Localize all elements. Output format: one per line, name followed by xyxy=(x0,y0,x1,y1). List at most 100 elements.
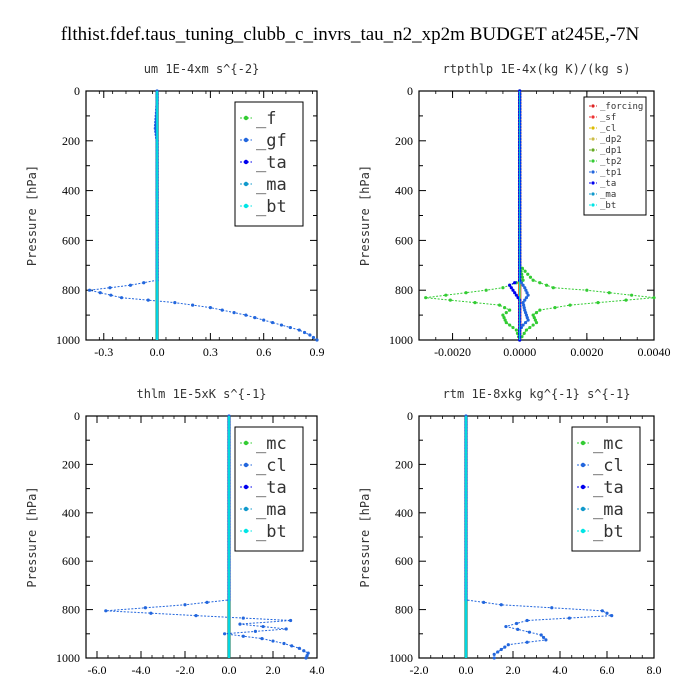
series-point-cl xyxy=(223,632,227,636)
series-point-cl xyxy=(104,609,108,613)
legend-marker-ta xyxy=(591,181,595,185)
y-tick-label: 1000 xyxy=(389,333,413,347)
legend-marker-dp2 xyxy=(591,137,595,141)
series-point-gf xyxy=(191,303,195,307)
series-point-cl xyxy=(261,624,265,629)
series-point-cl xyxy=(525,618,529,623)
series-point-tp2-2 xyxy=(531,323,535,327)
series-point-gf xyxy=(253,315,257,320)
series-point-tp2 xyxy=(501,286,505,290)
x-tick-label: -0.3 xyxy=(94,345,113,359)
series-point-gf xyxy=(220,308,224,312)
legend: _forcing_sf_cl_dp2_dp1_tp2_tp1_ta_ma_bt xyxy=(583,96,647,216)
series-point-tp2 xyxy=(502,315,506,320)
legend-marker-ma xyxy=(580,506,586,512)
series-point-cl xyxy=(305,653,309,658)
y-tick-label: 200 xyxy=(62,134,80,148)
legend-label: _bt xyxy=(256,522,287,542)
series-point-cl xyxy=(550,606,554,610)
series-point-gf xyxy=(244,313,248,317)
series-point-cl xyxy=(527,630,532,634)
series-point-tp2-2 xyxy=(544,283,549,287)
series-point-cl xyxy=(290,644,294,648)
series-point-tp1 xyxy=(524,313,529,317)
legend-label: _cl xyxy=(593,456,624,476)
y-tick-label: 400 xyxy=(62,184,80,198)
legend-label: _bt xyxy=(256,197,287,217)
series-point-tp2 xyxy=(520,275,525,279)
series-point-cl xyxy=(143,606,147,610)
series-point-tp2-2 xyxy=(652,296,656,300)
series-point-gf xyxy=(173,301,177,305)
panel-2: rtpthlp 1E-4x(kg K)/(kg s) Pressure [hPa]… xyxy=(358,62,671,359)
panel-3: thlm 1E-5xK s^{-1} Pressure [hPa] 0 200 400 6… xyxy=(25,387,325,677)
legend-label: _dp2 xyxy=(600,135,622,145)
legend-marker-cl xyxy=(243,462,249,468)
x-tick-label: 0.3 xyxy=(203,345,218,359)
legend-label: _dp1 xyxy=(600,146,622,156)
series-point-cl xyxy=(238,622,242,626)
panel-title: rtm 1E-8xkg kg^{-1} s^{-1} xyxy=(443,387,631,401)
panel-title: rtpthlp 1E-4x(kg K)/(kg s) xyxy=(443,62,631,76)
series-point-cl xyxy=(496,650,500,654)
y-tick-label: 800 xyxy=(62,603,80,617)
series-point-tp2-2 xyxy=(528,325,532,330)
legend-label: _gf xyxy=(256,131,287,151)
legend-label: _cl xyxy=(600,124,616,134)
series-point-cl xyxy=(241,634,245,638)
series-point-tp1 xyxy=(524,288,528,292)
series-point-cl xyxy=(297,646,301,650)
legend-marker-bt xyxy=(591,203,595,207)
legend-marker-f xyxy=(243,115,249,121)
series-point-ta xyxy=(513,281,517,285)
series-point-cl xyxy=(282,641,286,646)
series-point-tp1 xyxy=(521,301,525,305)
series-point-cl xyxy=(253,629,257,633)
panel-title: thlm 1E-5xK s^{-1} xyxy=(136,387,266,401)
series-point-tp2 xyxy=(521,278,525,282)
series-point-tp2-2 xyxy=(624,298,628,302)
x-tick-label: 0.0 xyxy=(222,663,237,677)
y-tick-label: 600 xyxy=(62,233,80,247)
legend-marker-bt xyxy=(243,203,249,209)
y-tick-label: 800 xyxy=(395,283,413,297)
legend-marker-ma xyxy=(591,192,595,196)
series-point-tp2-2 xyxy=(538,308,542,312)
series-point-gf xyxy=(98,291,102,295)
series-point-cl xyxy=(284,627,288,631)
series-point-tp1 xyxy=(525,315,529,320)
panel-title: um 1E-4xm s^{-2} xyxy=(144,62,260,76)
legend: _f_gf_ta_ma_bt xyxy=(234,101,304,227)
legend-label: _ta xyxy=(256,153,287,173)
x-tick-label: -2.0 xyxy=(176,663,195,677)
series-point-tp2-2 xyxy=(528,275,533,279)
series-point-gf xyxy=(146,298,150,302)
y-tick-label: 1000 xyxy=(56,333,80,347)
series-point-cl xyxy=(183,603,187,607)
legend-label: _ta xyxy=(593,478,624,498)
x-tick-label: 0.0020 xyxy=(570,345,603,359)
series-point-tp1 xyxy=(519,281,523,285)
series-point-gf xyxy=(311,335,316,340)
x-tick-label: 0.0040 xyxy=(638,345,671,359)
series-point-gf xyxy=(279,323,284,327)
series-point-tp2 xyxy=(424,296,428,300)
x-tick-label: 0.0 xyxy=(150,345,165,359)
series-point-tp2-2 xyxy=(523,269,527,273)
x-tick-label: -6.0 xyxy=(88,663,107,677)
series-point-tp2 xyxy=(444,293,448,297)
series-point-cl xyxy=(514,621,519,626)
series-point-cl xyxy=(600,609,604,613)
series-point-tp2 xyxy=(503,306,507,310)
legend-marker-cl xyxy=(580,462,586,468)
y-axis-label: Pressure [hPa] xyxy=(25,486,39,587)
x-tick-label: 8.0 xyxy=(647,663,662,677)
y-tick-label: 800 xyxy=(395,603,413,617)
legend-label: _mc xyxy=(593,434,624,454)
x-tick-label: 0.6 xyxy=(256,345,271,359)
series-point-cl xyxy=(205,600,209,604)
series-point-tp1 xyxy=(521,323,525,327)
series-point-tp2-2 xyxy=(551,286,555,290)
legend-label: _bt xyxy=(593,522,624,542)
legend-marker-ma xyxy=(243,181,249,187)
